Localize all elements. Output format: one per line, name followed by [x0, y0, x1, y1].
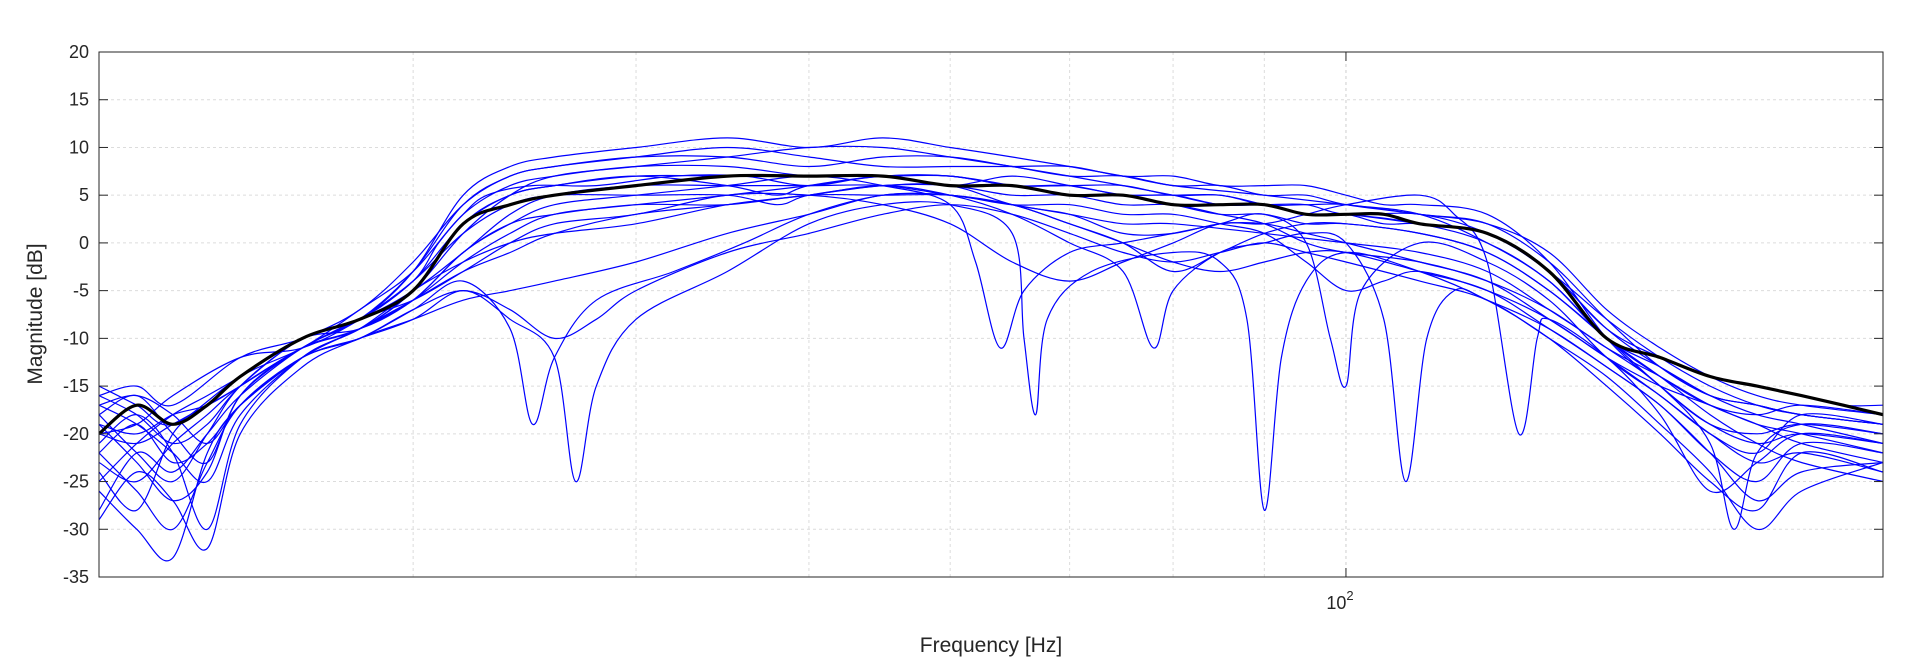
plot-frame — [98, 51, 1884, 578]
response-line-13 — [99, 204, 1883, 562]
y-tick-label: -30 — [63, 519, 89, 539]
response-line-18 — [99, 192, 1883, 551]
y-tick-label: 5 — [79, 185, 89, 205]
y-tick-label: -5 — [73, 281, 89, 301]
y-tick-label: 15 — [69, 90, 89, 110]
x-tick-label: 102 — [1326, 588, 1353, 613]
y-tick-label: -15 — [63, 376, 89, 396]
response-line-19 — [99, 145, 1883, 435]
y-tick-label: -10 — [63, 328, 89, 348]
y-tick-label: -35 — [63, 567, 89, 587]
y-tick-label: 0 — [79, 233, 89, 253]
response-line-20 — [99, 183, 1883, 464]
mean-response-line — [99, 173, 1883, 436]
y-tick-label: 20 — [69, 42, 89, 62]
y-tick-label: -20 — [63, 424, 89, 444]
y-tick-label: 10 — [69, 137, 89, 157]
series-lines — [99, 137, 1883, 562]
x-axis-label: Frequency [Hz] — [920, 634, 1062, 657]
y-tick-label: -25 — [63, 472, 89, 492]
y-axis-label: Magnitude [dB] — [24, 243, 47, 384]
response-line-6 — [99, 146, 1883, 435]
x-tick-label-base: 10 — [1326, 593, 1346, 613]
x-tick-label-exponent: 2 — [1346, 588, 1353, 603]
